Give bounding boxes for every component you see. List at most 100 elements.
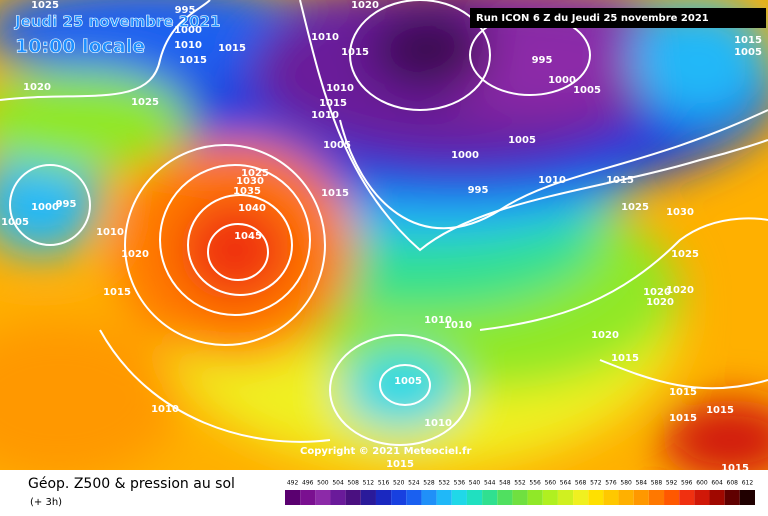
legend-swatch <box>482 490 498 505</box>
isobar-labels: 1025 995100010101015101510201025101010151… <box>1 0 762 474</box>
isobar-label: 1005 <box>1 217 29 228</box>
footer-title: Géop. Z500 & pression au sol <box>28 476 235 492</box>
legend-swatch <box>512 490 528 505</box>
isobar-label: 1005 <box>394 376 422 387</box>
isobar-label: 1025 <box>241 168 269 179</box>
legend-label: 496 <box>302 480 314 487</box>
legend-swatch <box>406 490 422 505</box>
isobar-label: 1020 <box>646 297 674 308</box>
isobar-label: 1030 <box>666 207 694 218</box>
isobar-label: 1010 <box>538 175 566 186</box>
footer-subtitle: (+ 3h) <box>30 497 62 508</box>
legend-label: 600 <box>696 480 708 487</box>
isobar-label: 1025 <box>131 97 159 108</box>
legend-label: 504 <box>332 480 344 487</box>
legend-swatch <box>345 490 361 505</box>
copyright: Copyright © 2021 Meteociel.fr <box>300 446 471 457</box>
isobar-label: 1015 <box>611 353 639 364</box>
legend-label: 596 <box>681 480 693 487</box>
legend-swatch <box>573 490 589 505</box>
isobar-label: 1005 <box>508 135 536 146</box>
field <box>0 0 768 480</box>
legend-swatch <box>285 490 301 505</box>
isobar-label: 995 <box>56 199 77 210</box>
legend-swatch <box>679 490 695 505</box>
isobar-label: 1045 <box>234 231 262 242</box>
legend-swatch <box>391 490 407 505</box>
legend-label: 568 <box>575 480 587 487</box>
isobar-label: 1030 <box>236 176 264 187</box>
isobar-label: 1010 <box>424 418 452 429</box>
legend-label: 520 <box>393 480 405 487</box>
isobar-label: 1000 <box>548 75 576 86</box>
legend-swatch <box>603 490 619 505</box>
legend-swatch <box>300 490 316 505</box>
legend-label: 588 <box>651 480 663 487</box>
legend-label: 580 <box>620 480 632 487</box>
legend-label: 564 <box>560 480 572 487</box>
legend-label: 508 <box>347 480 359 487</box>
isobar-label: 1000 <box>31 202 59 213</box>
isobar-label: 995 <box>175 5 196 16</box>
isobar-label: 1015 <box>386 459 414 470</box>
legend-swatch <box>648 490 665 505</box>
isobar-label: 1035 <box>233 186 261 197</box>
run-box <box>470 8 766 28</box>
legend-swatch <box>557 490 574 505</box>
legend-swatch <box>633 490 649 505</box>
legend-label: 608 <box>727 480 739 487</box>
isobar-label: 1020 <box>121 249 149 260</box>
legend-label: 528 <box>423 480 435 487</box>
legend-label: 572 <box>590 480 602 487</box>
isobar-label: 1010 <box>326 83 354 94</box>
legend-label: 492 <box>287 480 299 487</box>
isobar-label: 1015 <box>319 98 347 109</box>
legend-swatch <box>618 490 634 505</box>
legend-label: 512 <box>363 480 375 487</box>
time: 10:00 locale <box>15 36 145 58</box>
isobar-label: 1025 <box>621 202 649 213</box>
isobar-label: 1015 <box>721 463 749 474</box>
isobar-label: 1000 <box>451 150 479 161</box>
legend-label: 544 <box>484 480 496 487</box>
legend-swatch <box>375 490 392 505</box>
legend-label: 560 <box>545 480 557 487</box>
legend-swatch <box>421 490 437 505</box>
isobar-label: 1015 <box>669 387 697 398</box>
legend-label: 536 <box>454 480 466 487</box>
isobar-label: 1010 <box>311 32 339 43</box>
legend-label: 500 <box>317 480 329 487</box>
legend-label: 584 <box>636 480 648 487</box>
isobar-label: 1010 <box>174 40 202 51</box>
isobar-label: 1015 <box>321 188 349 199</box>
isobar-label: 1020 <box>643 287 671 298</box>
legend-label: 604 <box>711 480 723 487</box>
legend-label: 552 <box>514 480 526 487</box>
legend-swatch <box>315 490 331 505</box>
isobar-label: 995 <box>532 55 553 66</box>
isobar-label: 995 <box>468 185 489 196</box>
isobar-label: 1025 <box>671 249 699 260</box>
isobar-label: 1005 <box>734 47 762 58</box>
legend-label: 592 <box>666 480 678 487</box>
run-info: Run ICON 6 Z du Jeudi 25 novembre 2021 <box>476 13 709 24</box>
date: Jeudi 25 novembre 2021 <box>14 13 220 31</box>
legend-swatch <box>497 490 513 505</box>
legend-swatch <box>451 490 467 505</box>
isobar-label: 1015 <box>706 405 734 416</box>
isobar-label: 1015 <box>103 287 131 298</box>
legend-swatch <box>739 490 755 505</box>
legend-swatch <box>724 490 740 505</box>
isobar-label: 1005 <box>323 140 351 151</box>
legend-label: 556 <box>529 480 541 487</box>
legend-label: 524 <box>408 480 420 487</box>
isobar-label: 1015 <box>341 47 369 58</box>
isobar-label: 1015 <box>734 35 762 46</box>
legend-swatch <box>466 490 483 505</box>
legend-swatch <box>664 490 680 505</box>
legend-label: 612 <box>742 480 754 487</box>
legend-swatch <box>709 490 725 505</box>
legend-swatch <box>588 490 604 505</box>
isobar-label: 1040 <box>238 203 266 214</box>
